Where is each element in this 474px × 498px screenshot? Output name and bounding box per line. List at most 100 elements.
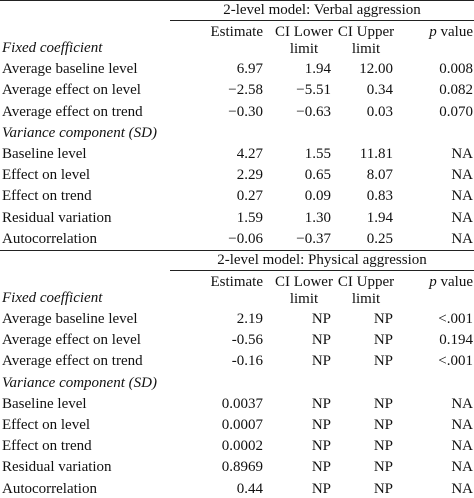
cell: 1.30 bbox=[304, 209, 331, 226]
header: CI Lower limit bbox=[275, 24, 333, 57]
cell: NP bbox=[311, 311, 331, 327]
row-label: Average baseline level bbox=[2, 61, 138, 78]
group-label: Variance component (SD) bbox=[2, 374, 157, 391]
cell: −0.63 bbox=[296, 103, 331, 120]
cell: NA bbox=[451, 395, 473, 412]
cell: NP bbox=[311, 417, 331, 433]
cell: NA bbox=[451, 188, 473, 205]
cell: 2.19 bbox=[236, 311, 263, 327]
cell: NP bbox=[311, 438, 331, 455]
header: CI Upper limit bbox=[337, 24, 395, 57]
cell: NA bbox=[451, 209, 473, 226]
cell: NP bbox=[373, 459, 393, 476]
group-label: Fixed coefficient bbox=[2, 40, 103, 56]
cell: −0.37 bbox=[296, 230, 331, 247]
p-rest: value bbox=[440, 273, 473, 290]
cell: 0.194 bbox=[439, 332, 473, 349]
header: CI Upper limit bbox=[337, 273, 395, 307]
cell: −2.58 bbox=[228, 82, 263, 99]
cell: NP bbox=[373, 417, 393, 433]
group-label: Fixed coefficient bbox=[2, 289, 103, 306]
header: p value bbox=[429, 274, 473, 291]
cell: NP bbox=[311, 480, 331, 497]
cell: 0.09 bbox=[304, 188, 331, 205]
cell: NP bbox=[373, 438, 393, 455]
cell: 1.94 bbox=[366, 209, 393, 226]
row-label: Effect on trend bbox=[2, 188, 92, 205]
cell: 11.81 bbox=[359, 146, 393, 162]
cell: NP bbox=[311, 353, 331, 370]
cell: NP bbox=[373, 311, 393, 327]
row-label: Effect on level bbox=[2, 417, 91, 433]
cell: NP bbox=[373, 480, 393, 497]
cell: 0.8969 bbox=[221, 459, 263, 476]
header: p value bbox=[429, 24, 473, 41]
row-label: Residual variation bbox=[2, 459, 112, 476]
top-rule bbox=[0, 0, 474, 1]
row-label: Baseline level bbox=[2, 146, 87, 162]
cell: 0.082 bbox=[439, 82, 473, 99]
cell: <.001 bbox=[438, 353, 473, 370]
cell: −5.51 bbox=[296, 82, 331, 99]
row-label: Average effect on trend bbox=[2, 353, 143, 370]
cell: −0.06 bbox=[228, 230, 263, 247]
row-label: Average baseline level bbox=[2, 311, 138, 327]
cell: NP bbox=[311, 459, 331, 476]
row-label: Average effect on trend bbox=[2, 103, 143, 120]
cell: 0.0037 bbox=[221, 395, 263, 412]
section-rule bbox=[0, 249, 474, 251]
header: Estimate bbox=[210, 273, 264, 290]
row-label: Residual variation bbox=[2, 209, 112, 226]
cell: 1.59 bbox=[236, 209, 263, 226]
cell: 8.07 bbox=[366, 167, 393, 184]
p-italic: p bbox=[429, 24, 437, 40]
cell: 2.29 bbox=[236, 167, 263, 184]
row-label: Average effect on level bbox=[2, 332, 141, 349]
cell: 0.070 bbox=[439, 103, 473, 120]
cell: NA bbox=[451, 438, 473, 455]
group-label: Variance component (SD) bbox=[2, 124, 157, 141]
cell: NP bbox=[311, 332, 331, 349]
cell: NA bbox=[451, 146, 473, 162]
cell: NA bbox=[451, 459, 473, 476]
cell: NP bbox=[373, 353, 393, 370]
header: CI Lower limit bbox=[275, 273, 333, 307]
cell: <.001 bbox=[438, 311, 473, 327]
row-label: Effect on trend bbox=[2, 438, 92, 455]
cell: 1.55 bbox=[304, 146, 331, 162]
cell: NA bbox=[451, 480, 473, 497]
cell: 0.0002 bbox=[221, 438, 263, 455]
cell: −0.30 bbox=[228, 103, 263, 120]
cell: 4.27 bbox=[236, 146, 263, 162]
row-label: Autocorrelation bbox=[2, 480, 97, 497]
cell: 0.25 bbox=[366, 230, 393, 247]
cell: 0.34 bbox=[366, 82, 393, 99]
title-rule bbox=[170, 20, 474, 21]
cell: -0.56 bbox=[231, 332, 263, 349]
cell: NP bbox=[311, 395, 331, 412]
row-label: Effect on level bbox=[2, 167, 91, 184]
cell: NA bbox=[451, 167, 473, 184]
cell: NA bbox=[451, 230, 473, 247]
row-label: Autocorrelation bbox=[2, 230, 97, 247]
cell: 0.03 bbox=[366, 103, 393, 120]
section-title: 2-level model: Physical aggression bbox=[217, 251, 427, 268]
p-italic: p bbox=[429, 273, 437, 290]
cell: 0.65 bbox=[304, 167, 331, 184]
section-title: 2-level model: Verbal aggression bbox=[223, 2, 421, 18]
cell: 6.97 bbox=[236, 61, 263, 78]
p-rest: value bbox=[440, 24, 473, 40]
cell: NP bbox=[373, 395, 393, 412]
cell: 0.0007 bbox=[221, 417, 263, 433]
cell: 12.00 bbox=[359, 61, 393, 78]
cell: NA bbox=[451, 417, 473, 433]
header: Estimate bbox=[210, 24, 264, 40]
cell: -0.16 bbox=[231, 353, 263, 370]
cell: 0.83 bbox=[366, 188, 393, 205]
cell: NP bbox=[373, 332, 393, 349]
title-rule bbox=[170, 269, 474, 271]
cell: 0.44 bbox=[236, 480, 263, 497]
row-label: Baseline level bbox=[2, 395, 87, 412]
cell: 1.94 bbox=[304, 61, 331, 78]
